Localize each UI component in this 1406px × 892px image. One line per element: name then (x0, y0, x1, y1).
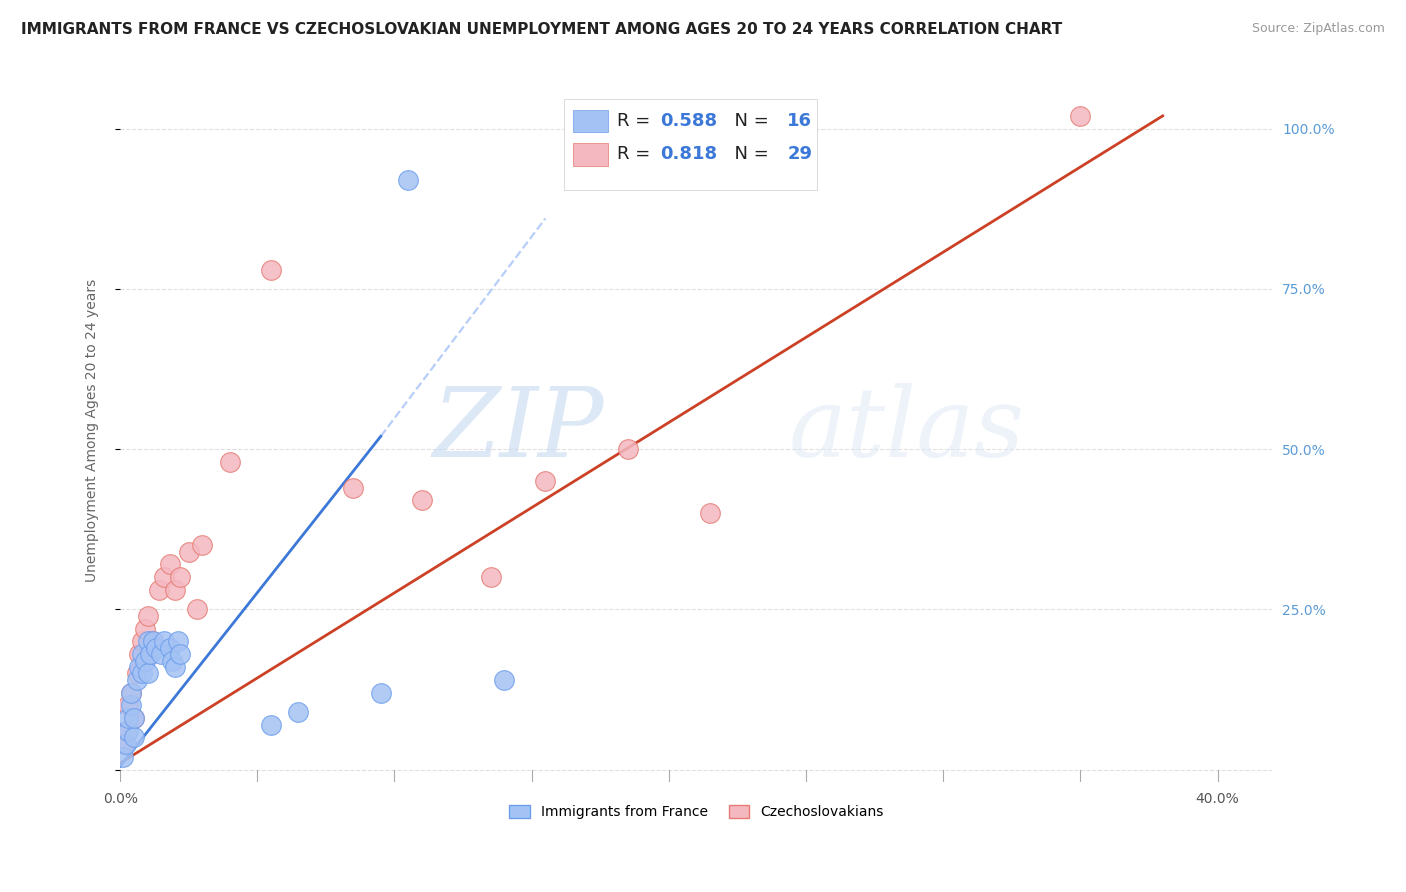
Point (128, 660, 150, 674)
Point (260, 262, 283, 277)
Legend: Immigrants from France, Czechoslovakians: Immigrants from France, Czechoslovakians (503, 799, 890, 825)
Point (148, 583, 170, 598)
Point (177, 544, 200, 558)
Text: 0.818: 0.818 (661, 145, 717, 163)
Point (163, 660, 186, 674)
Point (150, 647, 173, 661)
Point (125, 666, 148, 681)
Point (159, 558, 181, 572)
Point (111, 737, 134, 751)
Text: N =: N = (723, 145, 775, 163)
Point (111, 749, 134, 764)
Point (162, 654, 184, 668)
Point (396, 173, 419, 187)
Text: IMMIGRANTS FROM FRANCE VS CZECHOSLOVAKIAN UNEMPLOYMENT AMONG AGES 20 TO 24 YEARS: IMMIGRANTS FROM FRANCE VS CZECHOSLOVAKIA… (21, 22, 1063, 37)
Point (122, 711, 145, 725)
Point (159, 640, 181, 655)
Point (136, 666, 159, 681)
Point (169, 570, 191, 584)
FancyBboxPatch shape (574, 110, 607, 132)
Point (134, 622, 156, 636)
Point (145, 640, 167, 655)
Point (117, 724, 139, 739)
Point (117, 711, 139, 725)
Point (122, 711, 145, 725)
Text: atlas: atlas (789, 383, 1025, 477)
Text: 29: 29 (787, 145, 813, 163)
FancyBboxPatch shape (564, 99, 817, 190)
Text: R =: R = (617, 145, 655, 163)
Point (114, 724, 136, 739)
Point (128, 647, 150, 661)
Text: 0.588: 0.588 (661, 112, 717, 130)
FancyBboxPatch shape (574, 143, 607, 166)
Point (616, 442, 638, 456)
Point (120, 685, 142, 699)
Text: 16: 16 (787, 112, 813, 130)
Point (136, 608, 159, 623)
Point (122, 731, 145, 745)
Point (136, 634, 159, 648)
Point (120, 698, 142, 713)
Point (191, 538, 214, 552)
Point (139, 647, 162, 661)
Point (534, 474, 557, 488)
Point (260, 717, 283, 731)
Point (699, 506, 721, 520)
Point (153, 570, 176, 584)
Point (494, 673, 516, 687)
Point (153, 634, 176, 648)
Point (166, 634, 188, 648)
Point (1069, 109, 1091, 123)
Point (139, 647, 162, 661)
Text: Source: ZipAtlas.com: Source: ZipAtlas.com (1251, 22, 1385, 36)
Point (142, 634, 165, 648)
Y-axis label: Unemployment Among Ages 20 to 24 years: Unemployment Among Ages 20 to 24 years (86, 278, 100, 582)
Point (163, 583, 186, 598)
Point (370, 685, 392, 699)
Point (131, 647, 153, 661)
Point (131, 634, 153, 648)
Point (117, 698, 139, 713)
Point (142, 634, 165, 648)
Point (218, 455, 240, 469)
Text: ZIP: ZIP (433, 383, 605, 477)
Point (125, 673, 148, 687)
Point (120, 685, 142, 699)
Text: R =: R = (617, 112, 655, 130)
Point (134, 654, 156, 668)
Text: N =: N = (723, 112, 775, 130)
Point (131, 666, 153, 681)
Point (287, 705, 309, 719)
Point (479, 570, 502, 584)
Point (169, 647, 191, 661)
Point (342, 481, 364, 495)
Point (114, 737, 136, 751)
Point (186, 602, 208, 616)
Point (411, 493, 433, 508)
